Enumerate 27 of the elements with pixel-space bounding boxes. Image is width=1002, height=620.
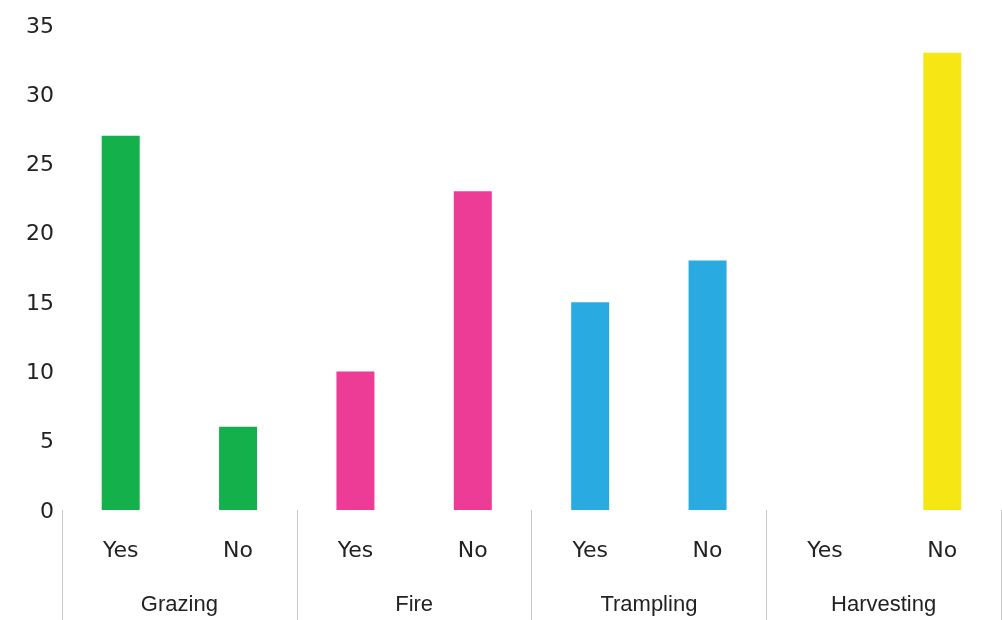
x-tick-label: Yes — [101, 536, 139, 562]
bar — [453, 191, 492, 510]
x-tick-label: No — [457, 536, 488, 562]
bar — [101, 135, 140, 510]
text: Harvesting — [831, 590, 937, 616]
text: Trampling — [600, 590, 698, 616]
text: Fire — [395, 590, 434, 616]
bar — [336, 371, 375, 510]
y-tick-label: 20 — [26, 220, 54, 246]
x-tick-label: Yes — [806, 536, 843, 562]
y-tick-label: 35 — [26, 12, 54, 38]
bar — [688, 260, 727, 510]
y-tick-label: 5 — [40, 428, 54, 454]
bar — [219, 426, 258, 510]
y-tick-label: 30 — [26, 81, 54, 107]
x-tick-label: Yes — [571, 536, 608, 562]
bar — [923, 52, 962, 510]
y-tick-label: 15 — [26, 289, 54, 315]
x-tick-label: Yes — [336, 536, 374, 562]
y-tick-label: 25 — [26, 151, 54, 177]
x-tick-label: No — [927, 536, 958, 562]
y-tick-label: 10 — [26, 358, 54, 384]
y-tick-label: 0 — [40, 497, 54, 523]
x-tick-label: No — [223, 536, 254, 562]
x-tick-label: No — [692, 536, 723, 562]
text: Grazing — [140, 590, 218, 616]
bar — [571, 302, 610, 510]
